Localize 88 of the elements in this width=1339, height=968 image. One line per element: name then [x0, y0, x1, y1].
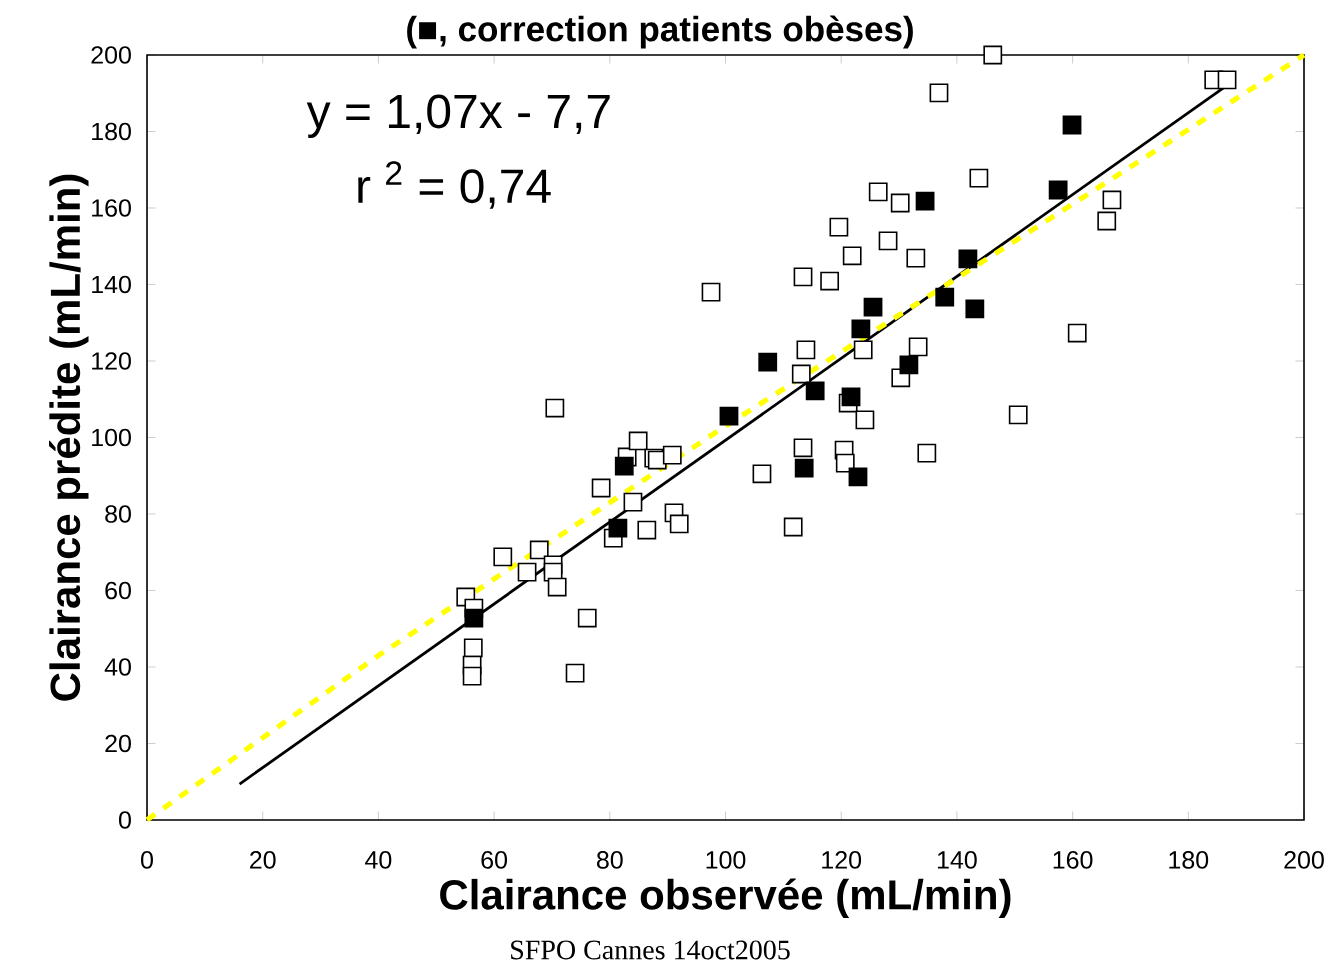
point — [591, 478, 611, 498]
point — [783, 517, 803, 537]
point — [614, 456, 634, 476]
point — [1097, 211, 1117, 231]
point — [791, 364, 811, 384]
point — [793, 267, 813, 287]
point — [493, 547, 513, 567]
y-tick-label: 20 — [105, 734, 131, 753]
point — [1067, 323, 1087, 343]
x-tick-label: 200 — [1284, 851, 1324, 869]
x-tick-label: 160 — [1053, 851, 1093, 869]
point — [969, 168, 989, 188]
point — [805, 381, 825, 401]
y-tick-label: 180 — [92, 122, 131, 141]
point — [958, 249, 978, 269]
point — [983, 45, 1003, 65]
y-tick-label: 120 — [92, 352, 131, 370]
point — [855, 410, 875, 430]
point — [796, 340, 816, 360]
x-tick-label: 40 — [365, 851, 392, 869]
point — [908, 337, 928, 357]
point — [662, 445, 682, 465]
y-tick-label: 0 — [119, 811, 131, 829]
point — [1048, 180, 1068, 200]
point — [545, 398, 565, 418]
point — [917, 443, 937, 463]
point — [878, 231, 898, 251]
x-axis-title: Clairance observée (mL/min) — [440, 878, 1011, 919]
point — [841, 387, 861, 407]
point — [752, 464, 772, 484]
x-tick-label: 180 — [1169, 851, 1209, 869]
point — [608, 518, 628, 538]
point — [637, 520, 657, 540]
x-tick-label: 120 — [822, 851, 862, 869]
x-tick-label: 60 — [481, 851, 508, 869]
point — [565, 663, 585, 683]
x-tick-label: 0 — [141, 851, 153, 869]
point — [701, 282, 721, 302]
y-tick-label: 160 — [92, 199, 131, 217]
x-tick-label: 100 — [706, 851, 746, 869]
point — [1008, 405, 1028, 425]
point — [793, 438, 813, 458]
point — [842, 246, 862, 266]
point — [758, 352, 778, 372]
point — [915, 191, 935, 211]
point — [851, 319, 871, 339]
point — [463, 638, 483, 658]
point — [965, 299, 985, 319]
y-tick-label: 140 — [92, 275, 131, 294]
y-tick-label: 60 — [105, 581, 131, 600]
y-tick-label: 40 — [104, 658, 131, 676]
point — [935, 287, 955, 307]
point — [899, 355, 919, 375]
point — [853, 340, 873, 360]
point — [577, 608, 597, 628]
point — [669, 514, 689, 534]
y-axis-title: Clairance prédite (mL/min) — [48, 174, 89, 701]
x-tick-label: 20 — [250, 851, 276, 869]
point — [1217, 70, 1237, 90]
point — [906, 248, 926, 268]
y-tick-label: 100 — [92, 428, 131, 447]
point — [628, 431, 648, 451]
annotation: r $^{2}$ = 0,74 — [358, 161, 551, 209]
point — [464, 608, 484, 628]
point — [835, 453, 855, 473]
annotation: y = 1,07x - 7,7 — [306, 94, 610, 138]
point — [623, 492, 643, 512]
point — [529, 540, 549, 560]
x-tick-label: 140 — [937, 851, 977, 869]
point — [794, 458, 814, 478]
point — [829, 217, 849, 237]
point — [868, 182, 888, 202]
point — [517, 562, 537, 582]
point — [929, 83, 949, 103]
point — [820, 271, 840, 291]
point — [848, 467, 868, 487]
point — [890, 193, 910, 213]
chart-title: (■, correction patients obèses) — [407, 15, 913, 49]
point — [547, 577, 567, 597]
y-tick-label: 80 — [105, 505, 131, 523]
y-tick-label: 200 — [91, 46, 131, 64]
point — [1062, 115, 1082, 135]
text: SFPO Cannes 14oct2005 — [511, 940, 790, 960]
point — [719, 406, 739, 426]
point — [462, 666, 482, 686]
x-tick-label: 80 — [597, 851, 623, 869]
point — [1102, 190, 1122, 210]
point — [863, 297, 883, 317]
